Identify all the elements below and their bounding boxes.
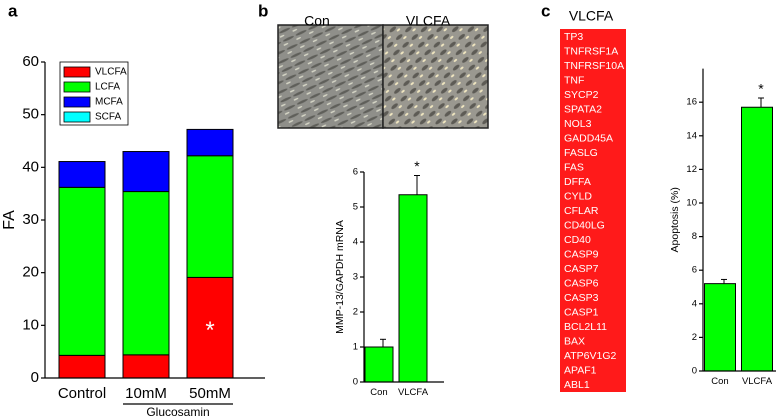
y-tick-label: 2: [353, 307, 358, 318]
gene: SPATA2: [564, 103, 602, 115]
y-tick-label: 3: [353, 272, 358, 283]
panel-label: c: [541, 1, 550, 20]
panel-label: b: [258, 1, 268, 20]
legend-swatch: [63, 111, 91, 123]
gene: CASP9: [564, 248, 599, 260]
y-tick-label: 6: [353, 167, 358, 178]
y-tick-label: 30: [22, 211, 39, 228]
gene: SYCP2: [564, 89, 599, 101]
group-label: Glucosamin: [146, 405, 209, 419]
image-label: VLCFA: [406, 13, 451, 29]
legend-label: LCFA: [95, 82, 120, 93]
bar: [398, 194, 428, 383]
y-tick-label: 40: [22, 158, 39, 175]
gene: CASP1: [564, 306, 599, 318]
y-tick-label: 1: [353, 342, 358, 353]
legend-swatch: [63, 96, 91, 108]
gene: APAF1: [564, 364, 597, 376]
bar-segment: [186, 276, 234, 379]
y-tick-label: 8: [692, 231, 697, 242]
bar-segment: [58, 354, 106, 379]
y-axis-label: Apoptosis (%): [669, 187, 681, 252]
y-tick-label: 5: [353, 202, 358, 213]
y-tick-label: 16: [686, 97, 697, 108]
x-tick-label: VLCFA: [742, 376, 773, 387]
gene: CYLD: [564, 190, 592, 202]
gene: FASLG: [564, 147, 598, 159]
bar-segment: [122, 354, 170, 379]
x-tick-label: Con: [370, 387, 387, 398]
x-tick-label: 10mM: [125, 385, 167, 402]
y-axis-label: MMP-13/GAPDH mRNA: [334, 220, 346, 334]
y-tick-label: 60: [22, 53, 39, 70]
bar: [704, 283, 736, 372]
y-tick-label: 50: [22, 106, 39, 123]
y-tick-label: 0: [692, 366, 697, 377]
y-tick-label: 14: [686, 130, 697, 141]
gene: ATP6V1G2: [564, 350, 616, 362]
bar: [364, 346, 394, 383]
legend-label: MCFA: [95, 97, 123, 108]
bar-segment: [58, 161, 106, 188]
gene: NOL3: [564, 118, 592, 130]
legend-swatch: [63, 66, 91, 78]
bar: [741, 106, 773, 372]
gene: BAX: [564, 335, 585, 347]
y-tick-label: 4: [692, 298, 697, 309]
gene: BCL2L11: [564, 321, 607, 333]
gene: TP3: [564, 31, 583, 43]
y-tick-label: 2: [692, 332, 697, 343]
gene: CASP7: [564, 263, 599, 275]
legend-label: VLCFA: [95, 67, 127, 78]
y-tick-label: 0: [31, 369, 39, 386]
bar-segment: [186, 128, 234, 157]
micrograph: [277, 24, 384, 129]
legend-swatch: [63, 81, 91, 93]
gene: CASP3: [564, 292, 599, 304]
y-tick-label: 4: [353, 237, 358, 248]
bar-segment: [122, 191, 170, 356]
gene: CD40LG: [564, 219, 605, 231]
bar-segment: [186, 155, 234, 278]
y-tick-label: 0: [353, 377, 358, 388]
bar-segment: [58, 186, 106, 356]
gene-list-title: VLCFA: [569, 8, 614, 24]
gene: CD40: [564, 234, 591, 246]
y-tick-label: 12: [686, 164, 697, 175]
gene: TNFRSF1A: [564, 45, 618, 57]
significance-mark: *: [758, 81, 764, 97]
significance-mark: *: [414, 158, 420, 174]
micrograph: [382, 24, 489, 129]
gene: GADD45A: [564, 132, 613, 144]
gene: CASP6: [564, 277, 599, 289]
bar-segment: [122, 151, 170, 193]
gene: TNF: [564, 74, 584, 86]
significance-mark: *: [205, 317, 214, 344]
x-tick-label: Control: [58, 385, 106, 402]
y-tick-label: 20: [22, 264, 39, 281]
gene: TNFRSF10A: [564, 60, 624, 72]
y-tick-label: 6: [692, 265, 697, 276]
x-tick-label: 50mM: [189, 385, 231, 402]
x-tick-label: Con: [711, 376, 728, 387]
panel-label: a: [8, 1, 18, 20]
y-tick-label: 10: [22, 316, 39, 333]
x-tick-label: VLCFA: [398, 387, 429, 398]
gene: DFFA: [564, 176, 591, 188]
gene: FAS: [564, 161, 584, 173]
y-axis-label: FA: [1, 210, 18, 230]
micrographs: [277, 24, 489, 129]
gene: CFLAR: [564, 205, 599, 217]
y-tick-label: 10: [686, 198, 697, 209]
gene-list-box: [560, 29, 626, 392]
gene: ABL1: [564, 379, 590, 391]
image-label: Con: [304, 13, 330, 29]
legend-label: SCFA: [95, 112, 121, 123]
